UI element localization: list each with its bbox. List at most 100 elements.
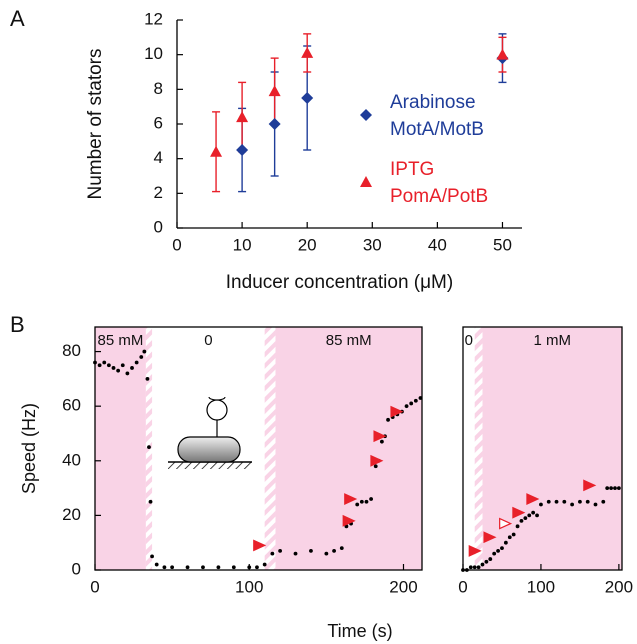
data-point xyxy=(386,417,390,422)
region-label: 0 xyxy=(465,332,473,349)
y-axis-label: Speed (Hz) xyxy=(19,403,39,494)
data-point xyxy=(404,404,409,409)
step-marker xyxy=(483,531,497,544)
step-marker xyxy=(390,405,404,418)
data-point xyxy=(488,557,493,561)
data-point xyxy=(484,559,489,564)
data-point xyxy=(554,499,559,504)
y-tick-label: 2 xyxy=(154,183,163,202)
data-point xyxy=(578,499,582,504)
region-label: 1 mM xyxy=(533,332,571,349)
x-tick-label: 50 xyxy=(493,235,512,254)
data-point xyxy=(247,565,252,570)
data-point xyxy=(507,535,512,540)
data-point xyxy=(496,548,500,553)
ground xyxy=(168,462,252,469)
transition-region xyxy=(474,327,483,570)
data-point xyxy=(355,502,360,507)
data-point xyxy=(270,551,275,556)
data-point xyxy=(523,516,528,521)
step-marker xyxy=(253,539,267,552)
data-point xyxy=(170,565,175,570)
data-point xyxy=(503,540,508,545)
data-point xyxy=(324,551,329,556)
y-tick-label: 10 xyxy=(144,44,163,63)
data-point xyxy=(359,499,364,504)
data-point xyxy=(613,486,617,490)
data-point xyxy=(201,565,205,570)
data-point xyxy=(116,368,121,373)
data-point xyxy=(154,562,159,567)
plot-frame xyxy=(462,326,623,571)
data-point xyxy=(476,565,481,570)
data-point xyxy=(102,360,107,365)
panel-label: A xyxy=(10,6,25,31)
panel-plot: 0 10 20 30 40 50 0 2 4 6 8 10 12 xyxy=(144,9,522,254)
data-point xyxy=(546,499,551,504)
data-point xyxy=(111,366,116,370)
data-point xyxy=(369,497,373,501)
condition-region xyxy=(463,327,475,570)
data-point xyxy=(185,565,190,570)
data-point xyxy=(145,376,150,381)
data-point xyxy=(364,499,369,504)
x-tick-label: 30 xyxy=(363,235,382,254)
motor-cartoon xyxy=(168,396,252,469)
y-tick-label: 4 xyxy=(154,148,163,167)
marker-diamond xyxy=(301,92,314,104)
region-label: 85 mM xyxy=(98,332,144,349)
x-tick-label: 100 xyxy=(235,577,263,596)
data-point xyxy=(609,486,613,490)
data-point xyxy=(562,499,567,504)
data-point xyxy=(216,565,221,570)
step-marker xyxy=(512,506,526,519)
y-tick-label: 40 xyxy=(62,450,81,469)
marker-triangle xyxy=(268,85,281,97)
condition-region xyxy=(482,327,622,570)
data-point xyxy=(120,363,125,368)
data-point xyxy=(134,360,139,365)
data-point xyxy=(585,499,590,504)
data-point xyxy=(461,568,465,572)
data-point xyxy=(130,366,134,370)
y-tick-label: 20 xyxy=(62,505,81,524)
bead xyxy=(206,399,228,421)
data-point xyxy=(418,396,423,400)
data-point xyxy=(492,551,497,556)
data-point xyxy=(278,548,282,553)
data-point xyxy=(570,502,575,507)
region-label: 85 mM xyxy=(326,332,372,349)
y-tick-label: 0 xyxy=(154,217,163,236)
rotation-arrow xyxy=(208,396,226,401)
data-point xyxy=(373,464,378,469)
x-tick-label: 10 xyxy=(233,235,252,254)
step-marker xyxy=(583,479,597,492)
x-tick-label: 200 xyxy=(389,577,417,596)
data-point xyxy=(255,565,259,570)
step-marker xyxy=(468,544,482,557)
step-marker xyxy=(499,517,513,530)
step-marker xyxy=(526,493,540,505)
data-point xyxy=(309,548,313,553)
data-point xyxy=(409,401,414,406)
legend-label: IPTG PomA/PotB xyxy=(390,159,488,207)
data-point xyxy=(231,565,236,570)
transition-region xyxy=(264,327,276,570)
data-point xyxy=(531,510,536,515)
y-tick-label: 12 xyxy=(144,9,163,28)
plot-frame xyxy=(94,326,423,571)
data-point xyxy=(605,486,610,490)
marker-triangle xyxy=(301,46,314,58)
data-point xyxy=(535,513,539,518)
marker-triangle xyxy=(236,111,249,123)
step-marker xyxy=(344,493,358,505)
data-point xyxy=(601,499,606,504)
data-point xyxy=(539,502,543,507)
panel-plot: 0 1 mM 0 100 200 xyxy=(458,326,633,596)
data-point xyxy=(139,355,144,359)
marker-triangle xyxy=(496,48,509,60)
y-tick-label: 80 xyxy=(62,341,81,360)
step-marker xyxy=(370,454,384,467)
